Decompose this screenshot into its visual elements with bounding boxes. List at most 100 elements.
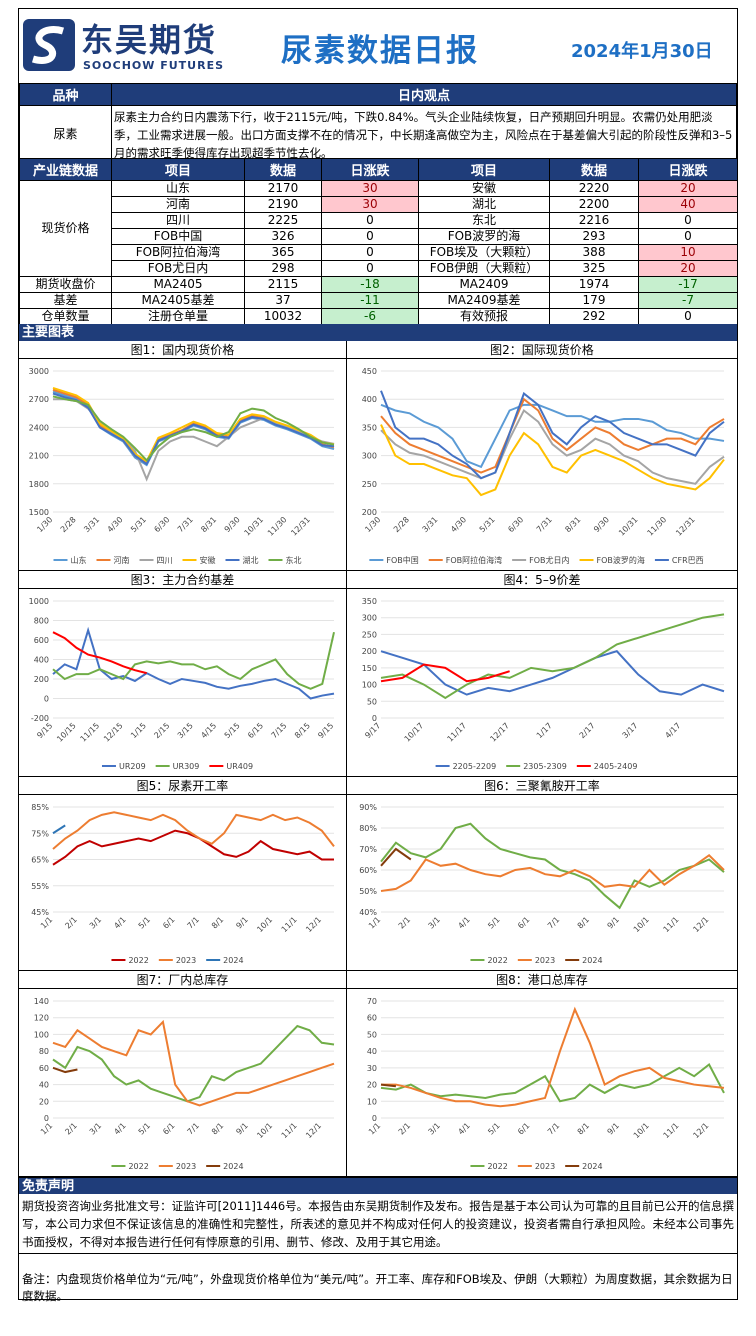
y-tick-label: 30 (367, 1064, 377, 1073)
series-line (380, 613, 725, 700)
group-cell: 期货收盘价 (19, 276, 112, 293)
chart-cell: 图7：厂内总库存 0 20 40 60 80 100 120 140 1/1 2/1 3/1 4/1 5/… (19, 971, 347, 1177)
cell: 2115 (244, 276, 322, 293)
series-line (52, 631, 335, 690)
cell: 20 (638, 180, 738, 197)
product: 尿素 (19, 105, 112, 164)
header-cell: 数据 (244, 158, 322, 181)
y-tick-label: 40 (367, 1047, 377, 1056)
y-tick-label: 150 (362, 664, 377, 673)
cell: MA2405基差 (111, 292, 245, 309)
x-tick-label: 3/31 (82, 515, 101, 534)
x-tick-label: 8/31 (563, 515, 582, 534)
cell: 292 (549, 308, 639, 325)
x-tick-label: 8/31 (199, 515, 218, 534)
x-tick-label: 9/30 (592, 515, 611, 534)
series-line (52, 1019, 335, 1107)
cell: 37 (244, 292, 322, 309)
y-tick-label: 0 (372, 1114, 377, 1123)
cell: 388 (549, 244, 639, 261)
logo-icon (23, 19, 75, 71)
y-tick-label: 450 (362, 367, 377, 376)
y-tick-label: 200 (34, 675, 49, 684)
logo-en: SOOCHOW FUTURES (83, 59, 225, 72)
cell: MA2409基差 (418, 292, 550, 309)
chart-title: 图2：国际现货价格 (347, 341, 737, 359)
disclaimer-heading: 免责声明 (19, 1177, 737, 1194)
x-tick-label: 1/1 (39, 915, 54, 930)
cell: 0 (321, 212, 419, 229)
x-tick-label: 3/1 (88, 915, 103, 930)
cell: -17 (638, 276, 738, 293)
x-tick-label: 3/31 (421, 515, 440, 534)
view-table: 品种 日内观点 尿素 尿素主力合约日内震荡下行，收于2115元/吨，下跌0.84%。… (19, 83, 737, 164)
cell: MA2405 (111, 276, 245, 293)
x-tick-label: 10/31 (617, 515, 640, 538)
y-tick-label: 0 (44, 1114, 49, 1123)
x-tick-label: 8/1 (576, 915, 591, 930)
legend-label: 四川 (157, 556, 173, 565)
y-tick-label: 200 (362, 647, 377, 656)
cell: 湖北 (418, 196, 550, 213)
x-tick-label: 2/1 (397, 915, 412, 930)
legend-label: CFR巴西 (672, 556, 704, 565)
x-tick-label: 10/1 (632, 1121, 651, 1140)
legend-label: 河南 (114, 555, 130, 565)
row: 河南 2190 30 湖北 2200 40 (20, 196, 738, 213)
x-tick-label: 1/15 (129, 721, 148, 740)
y-tick-label: 55% (31, 882, 49, 891)
y-tick-label: 250 (362, 630, 377, 639)
series-line (52, 392, 335, 466)
chart-cell: 图3：主力合约基差 -200 0 200 400 600 800 1000 9/15 10/15 1… (19, 571, 347, 777)
x-tick-label: 12/1 (691, 1121, 710, 1140)
row: 基差 MA2405基差 37 -11 MA2409基差 179 -7 (19, 292, 738, 309)
x-tick-label: 1/1 (367, 915, 382, 930)
x-tick-label: 5/31 (129, 515, 148, 534)
header-row: 产业链数据 项目 数据 日涨跌 项目 数据 日涨跌 (19, 158, 738, 181)
x-tick-label: 7/15 (270, 721, 289, 740)
chart: 0 50 100 150 200 250 300 350 9/17 10/17 11/17 12/17… (362, 597, 725, 771)
x-tick-label: 8/1 (210, 915, 225, 930)
y-tick-label: 80% (359, 824, 377, 833)
y-tick-label: 45% (31, 908, 49, 917)
y-tick-label: 100 (362, 681, 377, 690)
logo-cn: 东吴期货 (81, 21, 218, 59)
cell: 325 (549, 260, 639, 277)
x-tick-label: 10/1 (255, 915, 274, 934)
x-tick-label: 5/1 (137, 915, 152, 930)
x-tick-label: 12/31 (674, 515, 697, 538)
x-tick-label: 6/30 (152, 515, 171, 534)
x-tick-label: 9/15 (35, 721, 54, 740)
legend: 2022 2023 2024 (111, 956, 244, 965)
cell: 293 (549, 228, 639, 245)
legend-label: 2024 (223, 956, 243, 965)
series-line (52, 1066, 78, 1074)
legend-label: FOB波罗的海 (597, 555, 645, 565)
cell: MA2409 (418, 276, 550, 293)
y-tick-label: 80 (39, 1047, 49, 1056)
y-tick-label: 75% (31, 829, 49, 838)
x-tick-label: 9/30 (223, 515, 242, 534)
x-tick-label: 1/1 (39, 1121, 54, 1136)
cell: 0 (321, 244, 419, 261)
data-table: 产业链数据 项目 数据 日涨跌 项目 数据 日涨跌 现货价格 山东 2170 30 安徽 2220 20 河… (19, 158, 738, 325)
cell: 东北 (418, 212, 550, 229)
cell: 2200 (549, 196, 639, 213)
x-tick-label: 10/1 (632, 915, 651, 934)
chart-title: 图7：厂内总库存 (19, 971, 346, 989)
chart-cell: 图2：国际现货价格 200 250 300 350 400 450 1/30 2/28 3/31 4… (347, 341, 737, 571)
cell: 有效预报 (418, 308, 550, 325)
y-tick-label: 1000 (29, 597, 49, 606)
y-tick-label: 50% (359, 887, 377, 896)
x-tick-label: 8/1 (210, 1121, 225, 1136)
x-tick-label: 1/1 (367, 1121, 382, 1136)
cell: 326 (244, 228, 322, 245)
y-tick-label: 2700 (29, 395, 49, 404)
header-cell: 日内观点 (111, 83, 737, 106)
y-tick-label: 300 (362, 614, 377, 623)
legend-label: 2305-2309 (523, 762, 567, 771)
cell: 0 (638, 308, 738, 325)
y-tick-label: 800 (34, 617, 49, 626)
x-tick-label: 11/1 (662, 915, 681, 934)
